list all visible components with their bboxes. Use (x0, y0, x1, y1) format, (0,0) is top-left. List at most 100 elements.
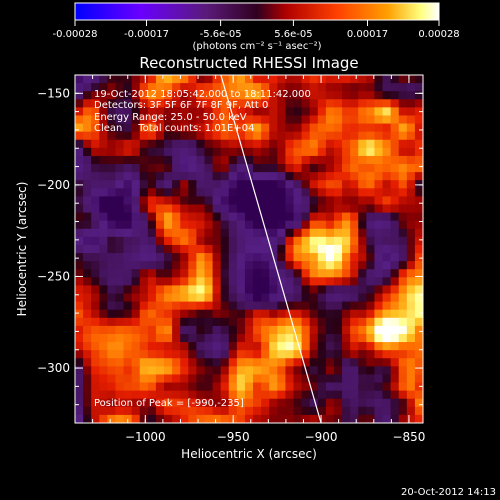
colorbar-tick-label: 0.00017 (347, 29, 388, 40)
heatmap-cell (325, 366, 335, 376)
heatmap-cell (277, 131, 287, 141)
colorbar-tick-label: -0.00028 (53, 29, 98, 40)
heatmap-cell (188, 212, 197, 222)
heatmap-cell (366, 285, 376, 295)
heatmap-cell (406, 244, 416, 254)
heatmap-cell (374, 131, 384, 141)
heatmap-cell (261, 91, 270, 100)
heatmap-cell (123, 342, 133, 351)
heatmap-cell (212, 75, 222, 84)
heatmap-cell (285, 180, 295, 189)
heatmap-cell (99, 75, 108, 84)
heatmap-cell (358, 212, 367, 222)
heatmap-cell (212, 244, 222, 254)
heatmap-cell (374, 406, 384, 416)
heatmap-cell (382, 382, 392, 392)
heatmap-cell (293, 374, 303, 384)
heatmap-cell (414, 261, 423, 270)
heatmap-cell (398, 91, 408, 100)
heatmap-cell (350, 285, 359, 295)
heatmap-cell (180, 309, 189, 319)
heatmap-cell (164, 204, 173, 214)
heatmap-cell (325, 374, 335, 384)
heatmap-cell (228, 212, 238, 222)
heatmap-cell (236, 269, 246, 278)
heatmap-cell (301, 253, 311, 262)
heatmap-cell (317, 164, 327, 173)
heatmap-cell (269, 196, 278, 206)
heatmap-cell (390, 99, 400, 108)
heatmap-cell (390, 188, 400, 197)
heatmap-cell (261, 75, 270, 84)
heatmap-cell (147, 301, 157, 311)
heatmap-cell (309, 325, 319, 335)
heatmap-cell (285, 293, 295, 303)
heatmap-cell (309, 75, 319, 84)
heatmap-cell (414, 139, 423, 149)
heatmap-cell (228, 204, 238, 214)
heatmap-cell (277, 269, 287, 278)
heatmap-cell (301, 358, 311, 367)
heatmap-cell (350, 99, 359, 108)
heatmap-cell (196, 212, 206, 222)
heatmap-cell (342, 285, 351, 295)
heatmap-cell (236, 244, 246, 254)
heatmap-cell (212, 382, 222, 392)
heatmap-cell (75, 131, 84, 141)
heatmap-cell (180, 139, 189, 149)
heatmap-cell (147, 99, 157, 108)
heatmap-cell (139, 204, 149, 214)
heatmap-cell (228, 382, 238, 392)
heatmap-cell (236, 366, 246, 376)
heatmap-cell (253, 220, 262, 230)
heatmap-cell (228, 236, 238, 246)
heatmap-cell (123, 196, 133, 206)
heatmap-cell (131, 155, 141, 165)
heatmap-cell (212, 123, 222, 133)
heatmap-cell (398, 253, 408, 262)
heatmap-cell (139, 398, 149, 408)
heatmap-cell (309, 269, 319, 278)
heatmap-cell (123, 107, 133, 117)
heatmap-cell (317, 188, 327, 197)
heatmap-cell (172, 99, 181, 108)
heatmap-cell (253, 382, 262, 392)
heatmap-cell (382, 390, 392, 400)
heatmap-cell (196, 261, 206, 270)
heatmap-cell (91, 99, 100, 108)
heatmap-cell (390, 212, 400, 222)
heatmap-cell (147, 91, 157, 100)
heatmap-cell (99, 358, 108, 367)
heatmap-cell (285, 91, 295, 100)
heatmap-cell (107, 342, 117, 351)
heatmap-cell (309, 414, 319, 423)
heatmap-cell (75, 196, 84, 206)
heatmap-cell (382, 414, 392, 423)
heatmap-cell (164, 269, 173, 278)
heatmap-cell (253, 277, 262, 287)
heatmap-cell (188, 293, 197, 303)
heatmap-cell (293, 333, 303, 343)
heatmap-cell (131, 204, 141, 214)
heatmap-cell (325, 293, 335, 303)
heatmap-cell (309, 188, 319, 197)
heatmap-cell (325, 123, 335, 133)
heatmap-cell (358, 301, 367, 311)
heatmap-cell (301, 212, 311, 222)
heatmap-cell (293, 115, 303, 125)
heatmap-cell (75, 236, 84, 246)
heatmap-cell (131, 172, 141, 181)
heatmap-cell (75, 325, 84, 335)
heatmap-cell (398, 180, 408, 189)
heatmap-cell (164, 253, 173, 262)
heatmap-cell (390, 414, 400, 423)
heatmap-cell (164, 139, 173, 149)
heatmap-cell (212, 301, 222, 311)
heatmap-cell (414, 317, 423, 327)
heatmap-cell (333, 293, 343, 303)
colorbar-tick-label: -5.6e-05 (200, 29, 242, 40)
heatmap-cell (91, 164, 100, 173)
heatmap-cell (317, 301, 327, 311)
heatmap-cell (390, 293, 400, 303)
y-tick-label: −150 (37, 86, 70, 100)
